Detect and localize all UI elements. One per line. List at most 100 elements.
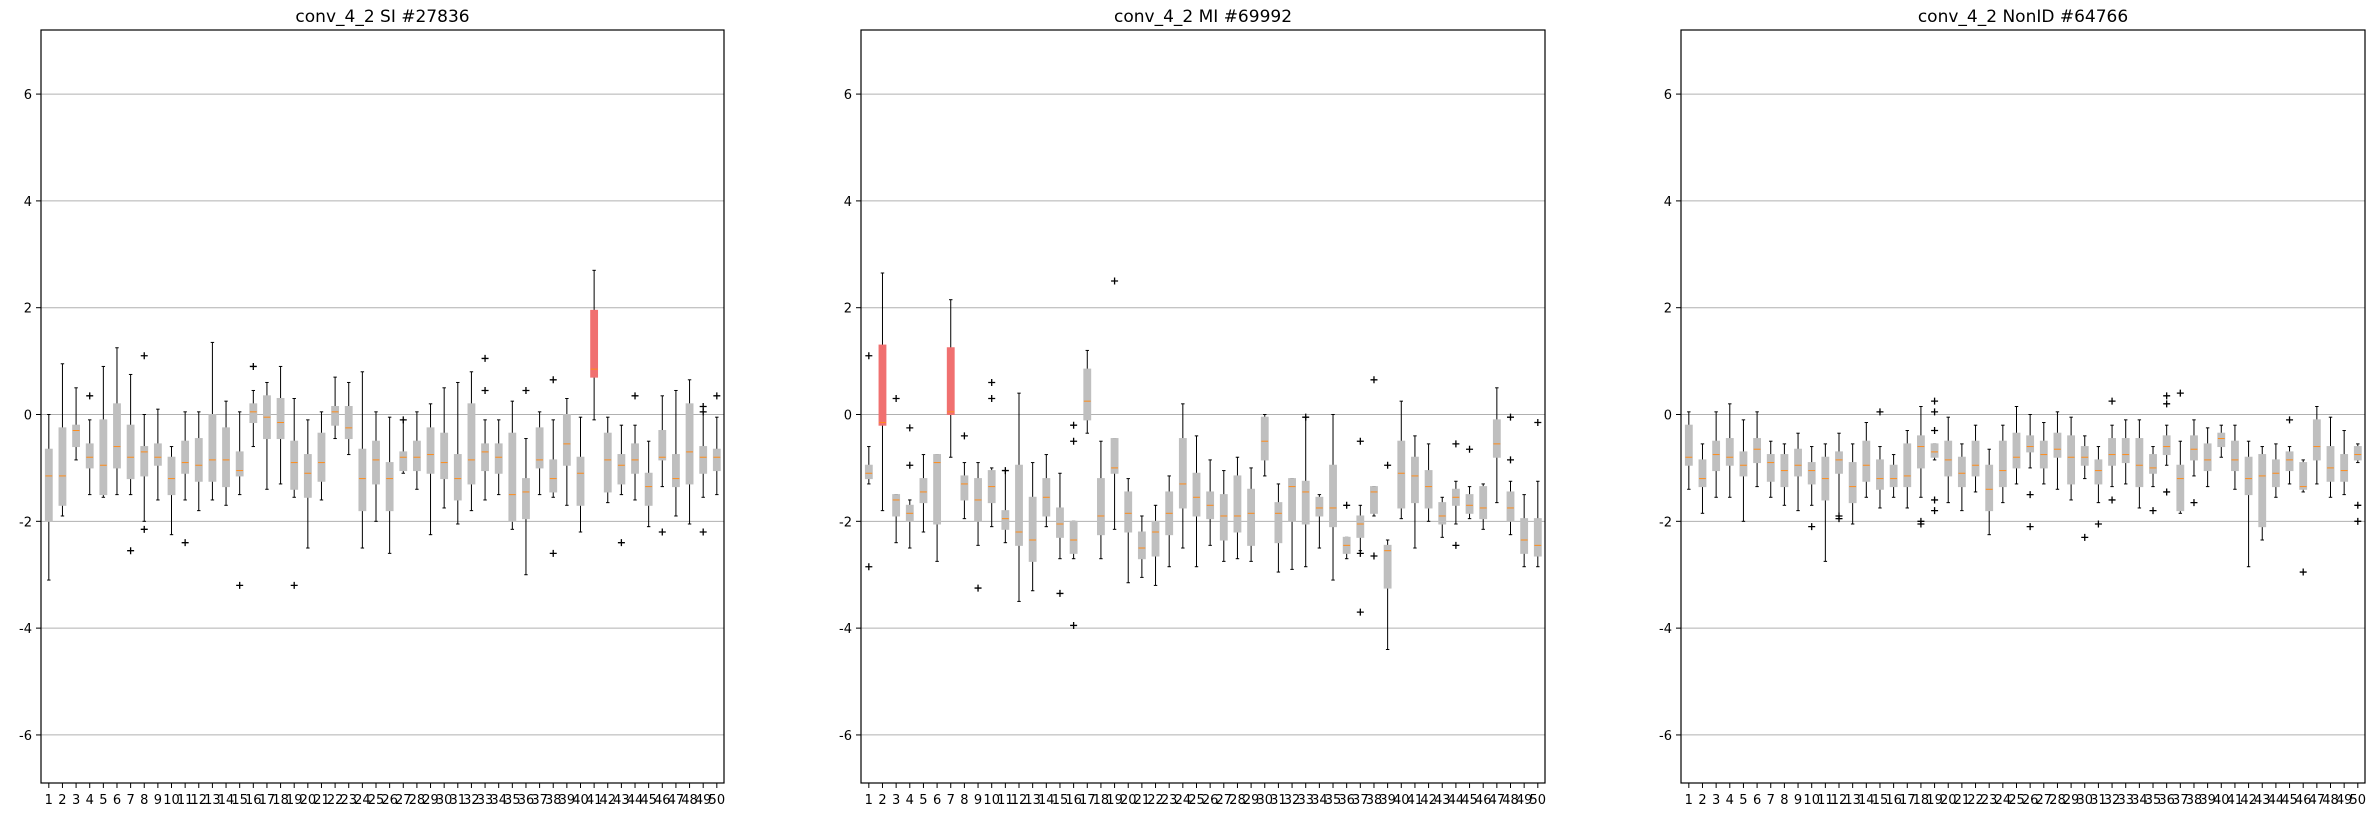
outlier-marker [1931,397,1939,405]
box [1930,443,1939,458]
outlier-marker [974,584,982,592]
outlier-marker [1070,421,1078,429]
x-tick-label: 10 [163,793,180,808]
x-tick-label: 48 [1502,793,1519,808]
x-tick-label: 34 [1311,793,1328,808]
y-tick-label: 6 [24,88,32,103]
x-tick-label: 8 [140,793,148,808]
box [535,427,544,469]
box [2203,443,2212,472]
x-tick-label: 11 [177,793,194,808]
x-tick-label: 22 [327,793,344,808]
box [631,443,639,474]
box [617,454,626,485]
box [933,454,942,525]
y-tick-label: -4 [839,622,852,637]
box [249,403,258,424]
box [1971,440,1980,477]
x-tick-label: 43 [613,793,630,808]
y-tick-label: 2 [24,302,32,317]
x-tick-label: 39 [559,793,576,808]
x-tick-label: 14 [1858,793,1875,808]
box [685,403,694,485]
box [1835,451,1843,474]
box [331,406,340,426]
x-tick-label: 18 [1093,793,1110,808]
box [1370,486,1378,514]
x-tick-label: 4 [1726,793,1734,808]
x-tick-label: 34 [2131,793,2148,808]
y-tick-label: 6 [1664,88,1672,103]
box [919,478,928,504]
box [1329,464,1337,528]
box [1424,470,1433,509]
box [1739,451,1748,477]
x-tick-label: 13 [1024,793,1041,808]
box [1889,464,1898,488]
x-tick-label: 19 [286,793,303,808]
box [1151,520,1160,557]
box [1998,440,2007,488]
box [1533,518,1542,557]
outlier-marker [2354,517,2362,525]
box [1794,448,1802,477]
box [2012,432,2021,469]
x-tick-label: 12 [1011,793,1028,808]
box [658,430,667,461]
x-tick-label: 45 [2281,793,2298,808]
outlier-marker [1356,437,1364,445]
x-tick-label: 12 [1831,793,1848,808]
x-tick-label: 43 [1434,793,1451,808]
x-tick-label: 28 [409,793,426,808]
y-tick-label: 2 [844,302,852,317]
x-tick-label: 18 [272,793,289,808]
x-tick-label: 13 [204,793,221,808]
box [1411,456,1419,504]
x-tick-label: 29 [2063,793,2080,808]
box [1698,459,1707,488]
x-tick-label: 6 [933,793,941,808]
outlier-marker [988,394,996,402]
x-tick-label: 48 [2322,793,2339,808]
axes-frame [1680,29,2366,784]
x-tick-label: 37 [1352,793,1369,808]
x-tick-label: 20 [1940,793,1957,808]
y-tick-label: 0 [1664,409,1672,424]
outlier-marker [2286,416,2294,424]
x-tick-label: 6 [113,793,121,808]
outlier-marker [1111,277,1119,285]
box [508,432,517,522]
x-tick-label: 16 [1885,793,1902,808]
x-tick-label: 23 [340,793,357,808]
y-tick-label: 2 [1664,302,1672,317]
axes-frame [40,29,725,784]
x-tick-label: 23 [1981,793,1998,808]
x-tick-label: 31 [1270,793,1287,808]
x-tick-label: 49 [1516,793,1533,808]
box [1506,491,1515,522]
x-tick-label: 7 [126,793,134,808]
outlier-marker [2163,400,2171,408]
x-tick-label: 11 [997,793,1014,808]
x-tick-label: 40 [1393,793,1410,808]
box [2135,438,2144,488]
x-tick-label: 33 [2117,793,2134,808]
x-tick-label: 37 [531,793,548,808]
x-tick-label: 5 [919,793,927,808]
box [412,440,421,472]
box [1725,438,1734,466]
y-tick-label: -2 [19,515,32,530]
chart-title: conv_4_2 NonID #64766 [1918,7,2128,27]
y-tick-label: 0 [24,409,32,424]
box [385,462,394,512]
outlier-marker [1356,549,1364,557]
x-tick-label: 24 [354,793,371,808]
x-tick-label: 32 [2104,793,2121,808]
x-tick-label: 2 [878,793,886,808]
box [2326,446,2335,482]
box [344,406,353,440]
x-tick-label: 44 [2268,793,2285,808]
outlier-marker [2026,523,2034,531]
outlier-marker [1534,419,1542,427]
x-tick-label: 21 [1954,793,1971,808]
